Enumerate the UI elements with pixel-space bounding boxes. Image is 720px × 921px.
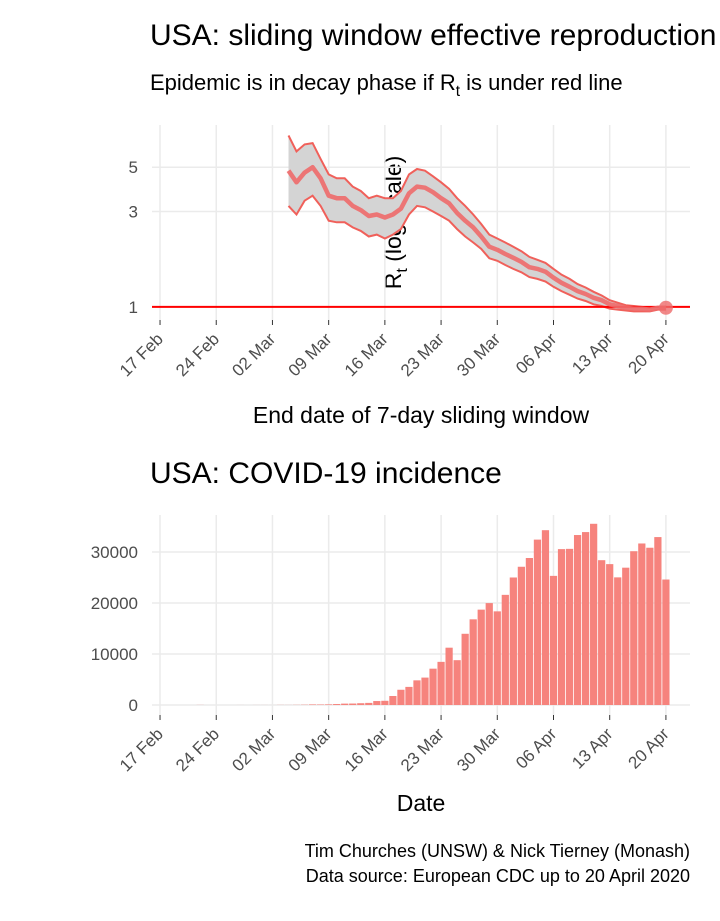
x-axis-label: End date of 7-day sliding window <box>253 402 590 428</box>
bar <box>325 704 333 706</box>
bar <box>541 530 550 706</box>
x-tick-label: 09 Mar <box>285 329 336 380</box>
x-tick-label: 20 Apr <box>625 329 673 377</box>
y-axis-label-part: R <box>380 273 406 290</box>
bar <box>413 680 421 706</box>
bar <box>405 686 413 706</box>
bar <box>357 703 365 706</box>
chart-subtitle-part: Epidemic is in decay phase if R <box>150 70 456 95</box>
y-tick-label: 10000 <box>91 645 138 664</box>
bar <box>565 548 574 706</box>
bar <box>509 577 517 706</box>
bar <box>421 677 429 706</box>
bar <box>477 609 485 706</box>
x-tick-label: 17 Feb <box>116 329 167 380</box>
x-tick-label: 24 Feb <box>172 724 223 775</box>
bar <box>469 619 477 706</box>
x-tick-label: 17 Feb <box>116 724 167 775</box>
bar <box>517 566 525 706</box>
line <box>286 164 666 312</box>
x-tick-label: 13 Apr <box>568 329 616 377</box>
chart-subtitle-part: t <box>456 83 461 100</box>
bar <box>389 695 397 706</box>
x-tick-label: 30 Mar <box>453 724 504 775</box>
chart-title: USA: sliding window effective reproducti… <box>150 19 720 52</box>
confidence-band <box>288 135 666 312</box>
bar <box>662 579 670 706</box>
bar <box>445 647 453 706</box>
x-tick-label: 06 Apr <box>512 724 560 772</box>
x-tick-label: 23 Mar <box>397 329 448 380</box>
bar <box>453 660 461 706</box>
bar <box>614 577 622 706</box>
x-tick-label: 06 Apr <box>512 329 560 377</box>
x-tick-label: 13 Apr <box>568 724 616 772</box>
bar <box>573 535 582 706</box>
bar <box>365 702 373 706</box>
band-edge <box>287 135 666 309</box>
bar <box>533 539 542 706</box>
y-tick-label: 3 <box>129 203 138 222</box>
bar <box>308 704 317 706</box>
bar <box>341 703 349 706</box>
y-tick-label: 5 <box>129 158 138 177</box>
bar <box>429 668 437 706</box>
caption-line: Data source: European CDC up to 20 April… <box>306 866 690 886</box>
chart-subtitle-part: is under red line <box>460 70 623 95</box>
y-tick-label: 20000 <box>91 594 138 613</box>
y-axis-label-part: t <box>393 268 411 273</box>
bar <box>654 537 662 706</box>
bar <box>646 547 654 706</box>
bar <box>525 558 534 706</box>
bar <box>437 661 445 706</box>
x-tick-label: 09 Mar <box>285 724 336 775</box>
bar <box>381 700 389 706</box>
y-tick-label: 1 <box>129 298 138 317</box>
x-tick-label: 02 Mar <box>228 724 279 775</box>
end-point <box>658 300 673 315</box>
bar <box>493 611 501 706</box>
bar <box>581 532 590 706</box>
x-axis-label: Date <box>397 790 446 816</box>
bar <box>606 564 614 706</box>
x-tick-label: 16 Mar <box>341 724 392 775</box>
y-tick-label: 30000 <box>91 543 138 562</box>
bar <box>590 523 598 706</box>
bar <box>485 603 493 706</box>
bar <box>461 633 469 706</box>
bar <box>638 543 646 706</box>
bar <box>373 701 381 706</box>
bar <box>549 575 558 706</box>
bar <box>333 704 341 706</box>
x-tick-label: 02 Mar <box>228 329 279 380</box>
x-tick-label: 24 Feb <box>172 329 223 380</box>
bar <box>622 567 630 706</box>
x-tick-label: 23 Mar <box>397 724 448 775</box>
x-tick-label: 20 Apr <box>625 724 673 772</box>
chart-title: USA: COVID-19 incidence <box>150 457 502 490</box>
bar <box>630 551 638 706</box>
y-tick-label: 0 <box>129 696 138 715</box>
bar <box>349 703 357 706</box>
bar <box>598 560 606 706</box>
bar <box>397 689 405 706</box>
x-tick-label: 16 Mar <box>341 329 392 380</box>
chart-subtitle: Epidemic is in decay phase if Rt is unde… <box>150 70 623 100</box>
bar <box>557 549 566 706</box>
caption-line: Tim Churches (UNSW) & Nick Tierney (Mona… <box>305 841 690 861</box>
x-tick-label: 30 Mar <box>453 329 504 380</box>
bar <box>501 594 509 706</box>
